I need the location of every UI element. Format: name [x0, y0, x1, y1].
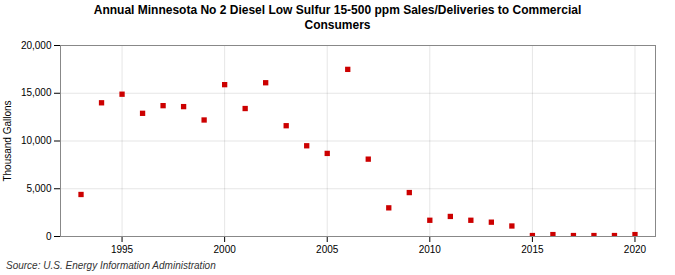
svg-text:15,000: 15,000	[21, 87, 52, 98]
svg-text:10,000: 10,000	[21, 135, 52, 146]
html-text:Source: U.S. Energy Informatio: Source: U.S. Energy Information Administ…	[6, 260, 216, 271]
html-text:Annual Minnesota No 2 Diesel L: Annual Minnesota No 2 Diesel Low Sulfur …	[93, 3, 582, 32]
svg-text:0: 0	[46, 231, 52, 242]
svg-text:2015: 2015	[521, 244, 544, 255]
svg-text:20,000: 20,000	[21, 40, 52, 51]
svg-text:2005: 2005	[316, 244, 339, 255]
svg-text:2020: 2020	[624, 244, 647, 255]
svg-text:1995: 1995	[111, 244, 134, 255]
svg-text:Thousand Gallons: Thousand Gallons	[2, 100, 13, 181]
svg-text:2000: 2000	[214, 244, 237, 255]
svg-text:2010: 2010	[419, 244, 442, 255]
svg-text:5,000: 5,000	[26, 183, 51, 194]
